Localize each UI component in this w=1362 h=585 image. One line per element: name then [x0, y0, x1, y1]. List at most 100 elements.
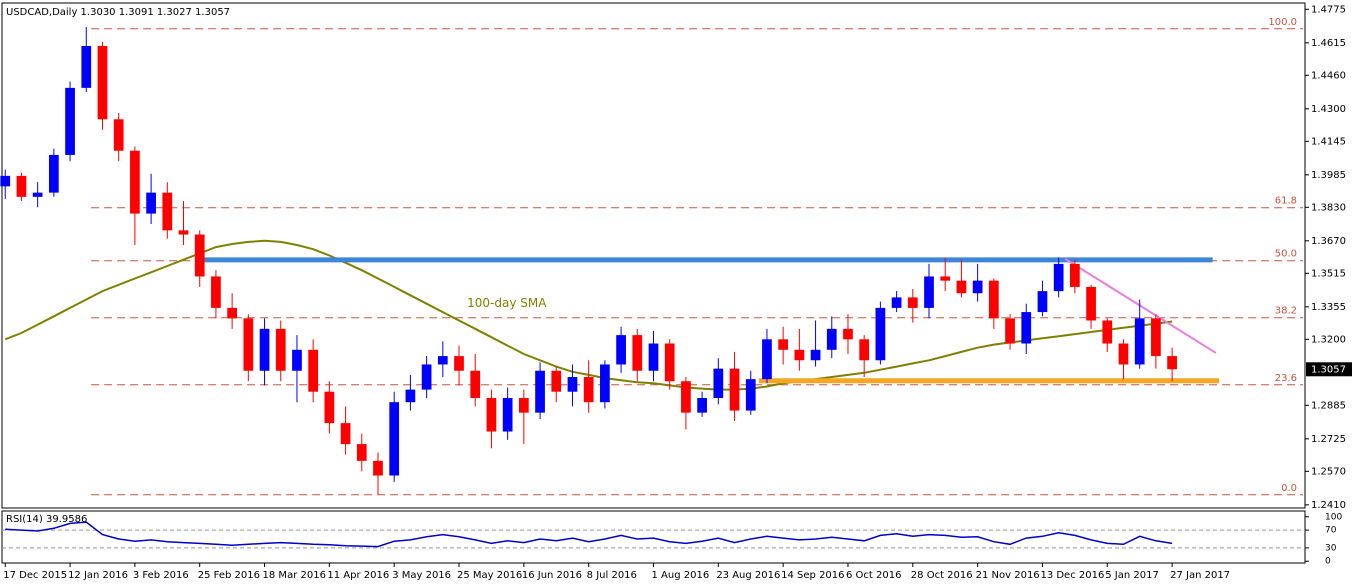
candle-body — [437, 356, 448, 365]
candle-body — [194, 234, 205, 277]
candle-body — [130, 150, 140, 214]
main-panel — [1, 2, 1306, 509]
x-tick-label: 25 May 2016 — [457, 570, 522, 581]
rsi-label: RSI(14) 39.9586 — [6, 514, 87, 525]
y-tick-label: 1.3830 — [1311, 202, 1346, 213]
candle-body — [0, 175, 11, 187]
candle-body — [32, 192, 43, 197]
candle-body — [292, 349, 302, 371]
rsi-tick-label: 30 — [1325, 543, 1337, 553]
candle-body — [681, 381, 691, 413]
rsi-panel — [1, 510, 1306, 564]
rsi-line — [5, 521, 1173, 548]
rsi-tick-label: 70 — [1325, 526, 1337, 536]
x-tick-label: 27 Jan 2017 — [1170, 570, 1230, 581]
candle-body — [389, 402, 400, 476]
fib-label: 0.0 — [1281, 483, 1297, 494]
candle-body — [810, 349, 821, 361]
candle-body — [1151, 318, 1161, 357]
candle-body — [146, 192, 156, 214]
candle-body — [972, 280, 983, 294]
candle-body — [583, 377, 594, 403]
candle-body — [1070, 263, 1080, 287]
candle-body — [843, 328, 853, 340]
candle-body — [97, 45, 108, 120]
candle-body — [324, 391, 335, 424]
candle-body — [1118, 343, 1129, 365]
y-tick-label: 1.4615 — [1311, 38, 1346, 49]
candle-body — [1086, 286, 1096, 321]
x-tick-label: 3 May 2016 — [392, 570, 451, 581]
candle-body — [729, 368, 740, 411]
x-tick-label: 5 Jan 2017 — [1105, 570, 1159, 581]
fib-label: 50.0 — [1275, 249, 1297, 260]
candle-body — [373, 460, 383, 476]
candle-body — [762, 339, 772, 380]
candle-body — [65, 87, 75, 155]
candle-body — [891, 297, 902, 308]
candle-body — [421, 364, 432, 390]
candle-body — [794, 349, 805, 361]
x-tick-label: 8 Jul 2016 — [587, 570, 637, 581]
y-tick-label: 1.2570 — [1311, 466, 1346, 477]
y-tick-label: 1.3355 — [1311, 302, 1346, 313]
x-tick-label: 25 Feb 2016 — [198, 570, 260, 581]
y-tick-label: 1.4460 — [1311, 70, 1346, 81]
candle-body — [616, 335, 626, 365]
x-tick-label: 17 Dec 2015 — [3, 570, 67, 581]
x-tick-label: 18 Mar 2016 — [263, 570, 326, 581]
x-tick-label: 11 Apr 2016 — [327, 570, 389, 581]
candle-body — [1102, 320, 1113, 344]
candle-body — [113, 119, 124, 151]
x-tick-label: 28 Oct 2016 — [911, 570, 973, 581]
y-tick-label: 1.4775 — [1311, 4, 1346, 15]
x-tick-label: 1 Aug 2016 — [652, 570, 710, 581]
y-tick-label: 1.2885 — [1311, 400, 1346, 411]
candle-body — [745, 379, 756, 411]
candle-body — [227, 307, 237, 319]
drawn-line — [1064, 258, 1217, 354]
x-tick-label: 16 Jun 2016 — [522, 570, 582, 581]
candle-body — [697, 397, 707, 413]
y-tick-label: 1.3985 — [1311, 170, 1346, 181]
y-tick-label: 1.3670 — [1311, 236, 1346, 247]
candle-body — [600, 364, 610, 403]
candle-body — [907, 297, 918, 308]
candle-body — [243, 318, 254, 371]
x-tick-label: 12 Jan 2016 — [68, 570, 128, 581]
candle-body — [405, 389, 416, 403]
candle-body — [162, 192, 173, 231]
price-tag-label: 1.3057 — [1311, 364, 1346, 375]
candle-body — [1021, 312, 1032, 344]
candle-body — [48, 154, 59, 193]
candle-body — [518, 397, 529, 413]
candle-body — [81, 45, 92, 88]
price-tag — [1306, 362, 1352, 377]
candle-body — [1005, 318, 1015, 344]
candle-body — [178, 230, 189, 235]
candle-body — [486, 397, 497, 432]
candle-body — [632, 335, 643, 371]
candle-body — [567, 377, 578, 392]
x-tick-label: 3 Feb 2016 — [133, 570, 189, 581]
y-tick-label: 1.2725 — [1311, 434, 1346, 445]
candle-body — [648, 343, 659, 371]
x-tick-label: 6 Oct 2016 — [846, 570, 901, 581]
candle-body — [535, 370, 545, 413]
y-tick-label: 1.4300 — [1311, 104, 1346, 115]
fib-label: 61.8 — [1275, 196, 1297, 207]
candle-body — [1053, 263, 1064, 292]
candle-body — [275, 328, 286, 371]
candle-body — [259, 328, 270, 371]
candle-body — [502, 397, 513, 432]
candle-body — [875, 307, 886, 361]
candle-body — [454, 356, 464, 371]
candle-body — [859, 339, 870, 361]
y-tick-label: 1.4145 — [1311, 136, 1346, 147]
candle-body — [664, 343, 675, 382]
candle-body — [778, 339, 789, 350]
candle-body — [940, 276, 951, 281]
candle-body — [356, 444, 367, 461]
chart-title: USDCAD,Daily 1.3030 1.3091 1.3027 1.3057 — [6, 7, 230, 18]
